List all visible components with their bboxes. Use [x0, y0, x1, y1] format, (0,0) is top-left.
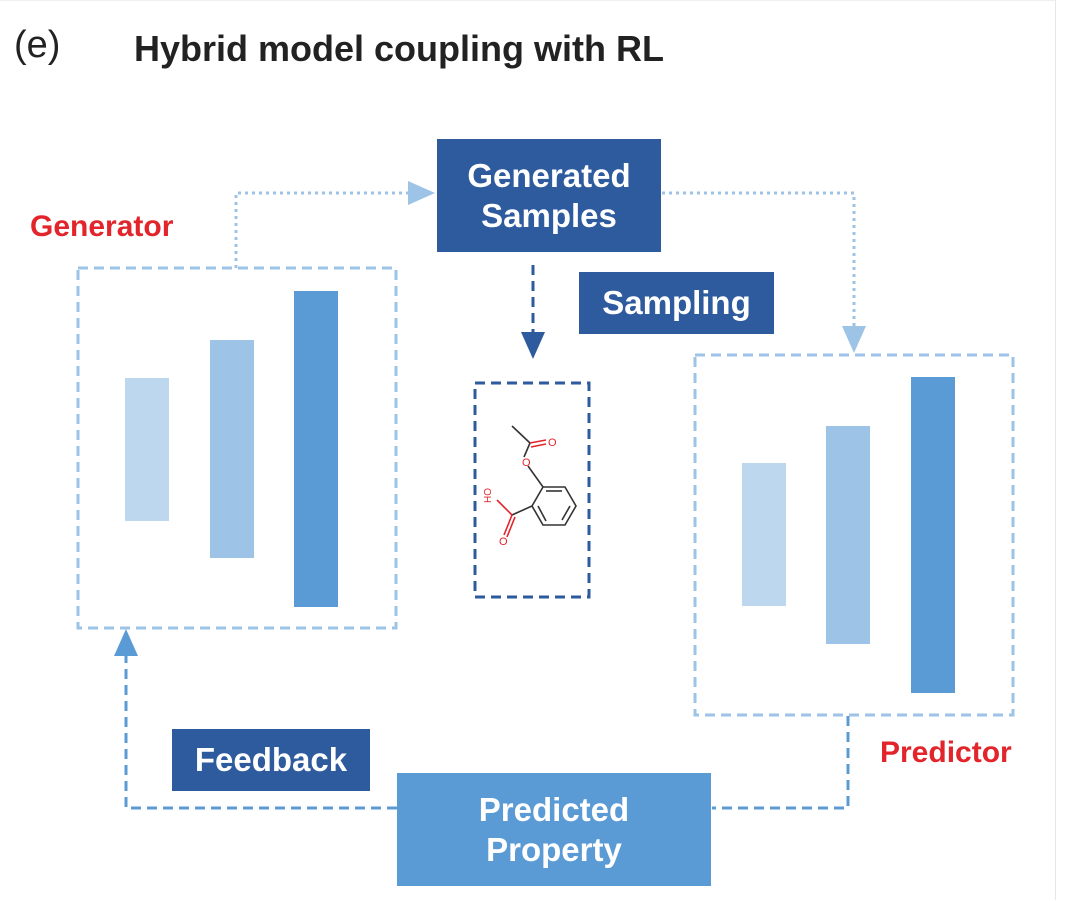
generator-layer-3 — [294, 291, 338, 607]
molecule-atom-carbonyl-o: O — [548, 437, 557, 449]
predictor-to-property-line — [712, 716, 850, 810]
generator-layer-1 — [125, 378, 169, 521]
generator-label: Generator — [30, 210, 174, 243]
molecule-structure — [496, 425, 577, 538]
molecule-atom-hydroxyl: OH — [481, 488, 492, 503]
predicted-property-box: Predicted Property — [397, 773, 711, 886]
generator-frame — [76, 266, 398, 630]
generator-layer-2 — [210, 340, 254, 558]
figure-title: Hybrid model coupling with RL — [134, 28, 664, 69]
generated-samples-box: Generated Samples — [437, 139, 661, 252]
molecule-atom-acid-o: O — [499, 536, 508, 548]
predictor-layer-3 — [911, 377, 955, 693]
predictor-label: Predictor — [880, 736, 1012, 769]
feedback-box: Feedback — [172, 729, 370, 791]
sampling-box: Sampling — [579, 272, 774, 334]
feedback-arrow — [114, 629, 397, 810]
predictor-frame — [693, 353, 1015, 717]
generator-to-samples-arrow — [234, 181, 435, 268]
predictor-layer-2 — [826, 426, 870, 644]
molecule-atom-ester-o: O — [522, 457, 531, 469]
predictor-layer-1 — [742, 463, 786, 606]
panel-label: (e) — [14, 24, 61, 66]
molecule-frame — [473, 381, 591, 599]
samples-to-predictor-arrow — [662, 191, 866, 353]
